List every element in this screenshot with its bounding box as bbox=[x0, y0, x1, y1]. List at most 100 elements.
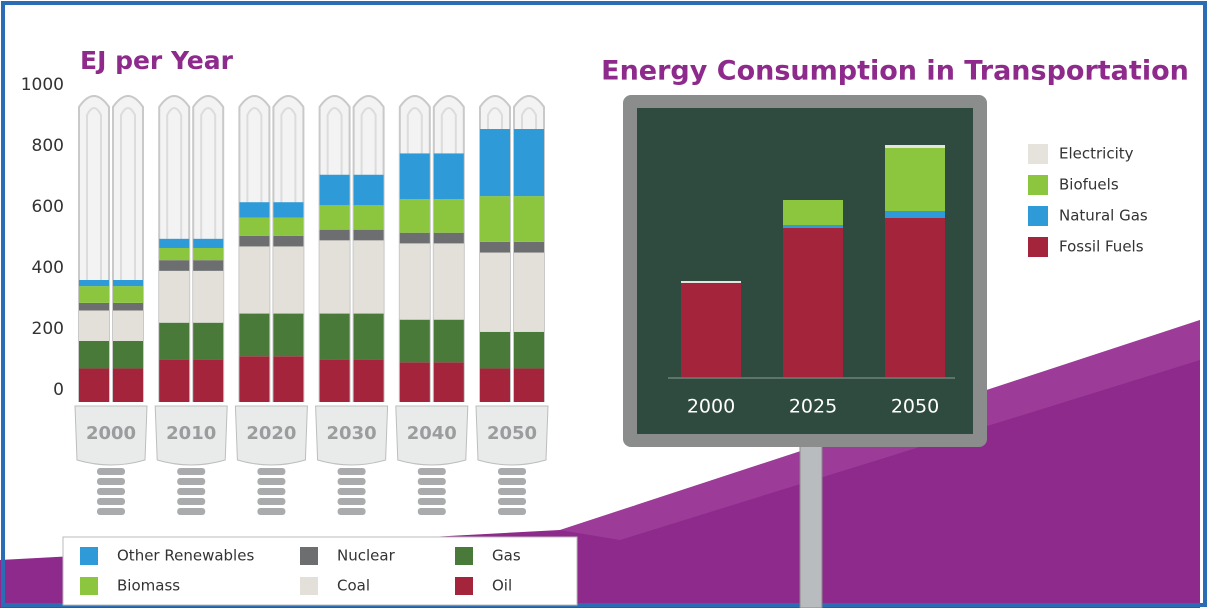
bar-segment bbox=[79, 368, 109, 402]
bulb-screw bbox=[498, 488, 526, 495]
bar-segment bbox=[480, 129, 510, 197]
x-tick-label: 2000 bbox=[86, 423, 136, 444]
legend-swatch bbox=[1028, 175, 1048, 195]
bar-segment bbox=[113, 341, 143, 369]
bar-segment bbox=[399, 319, 430, 363]
bar-segment bbox=[79, 310, 109, 341]
bulb-screw bbox=[337, 468, 366, 475]
x-tick-label: 2030 bbox=[327, 423, 377, 444]
bar-segment bbox=[353, 240, 384, 314]
bar-segment bbox=[319, 174, 350, 206]
bar-segment bbox=[79, 280, 109, 287]
bar-segment bbox=[885, 145, 945, 148]
bar-segment bbox=[783, 228, 843, 378]
bar-segment bbox=[193, 322, 224, 360]
bar-segment bbox=[480, 252, 510, 332]
bar-segment bbox=[273, 202, 304, 218]
legend-label: Biofuels bbox=[1059, 176, 1119, 194]
bar-segment bbox=[399, 199, 430, 233]
bulb-tube-inner bbox=[280, 107, 297, 402]
bulb-screw bbox=[257, 508, 286, 515]
bar-segment bbox=[353, 205, 384, 230]
bar-segment bbox=[239, 313, 270, 357]
bar-segment bbox=[514, 368, 544, 402]
legend-label: Other Renewables bbox=[117, 547, 254, 565]
x-tick-label: 2010 bbox=[166, 423, 216, 444]
bulb-screw bbox=[498, 508, 526, 515]
bulb-base bbox=[475, 405, 549, 466]
bulb-tube-inner bbox=[326, 107, 343, 402]
bar-segment bbox=[159, 238, 190, 248]
x-tick-label: 2020 bbox=[246, 423, 296, 444]
legend-swatch bbox=[1028, 144, 1048, 164]
bar-segment bbox=[885, 148, 945, 211]
bar-segment bbox=[239, 235, 270, 247]
legend-label: Coal bbox=[337, 577, 370, 595]
bar-segment bbox=[159, 260, 190, 271]
bar-segment bbox=[433, 243, 464, 320]
legend-box bbox=[62, 536, 578, 606]
bar-segment bbox=[113, 286, 143, 303]
bulb-screw bbox=[417, 508, 446, 515]
bar-segment bbox=[159, 270, 190, 323]
x-tick-label: 2000 bbox=[687, 396, 735, 418]
y-tick-label: 1000 bbox=[21, 75, 64, 95]
legend-swatch bbox=[300, 547, 318, 565]
bulb-screw bbox=[177, 478, 206, 485]
bar-segment bbox=[353, 313, 384, 360]
bar-segment bbox=[433, 319, 464, 363]
bulb-screw bbox=[257, 488, 286, 495]
bulb-tube-inner bbox=[487, 107, 503, 402]
bar-segment bbox=[433, 232, 464, 244]
bulb-tube-inner bbox=[200, 107, 217, 402]
bar-segment bbox=[319, 359, 350, 402]
bulb-screw bbox=[337, 508, 366, 515]
right-title: Energy Consumption in Transportation bbox=[601, 56, 1189, 87]
legend-swatch bbox=[1028, 206, 1048, 226]
bar-segment bbox=[433, 153, 464, 200]
bar-segment bbox=[885, 218, 945, 378]
legend-swatch bbox=[455, 547, 473, 565]
bulb-screw bbox=[257, 468, 286, 475]
bar-segment bbox=[113, 368, 143, 402]
legend-swatch bbox=[455, 577, 473, 595]
bar-segment bbox=[480, 241, 510, 253]
bar-segment bbox=[159, 359, 190, 402]
y-tick-label: 600 bbox=[32, 197, 64, 217]
legend-label: Electricity bbox=[1059, 145, 1134, 163]
bar-segment bbox=[885, 211, 945, 218]
x-tick-label: 2040 bbox=[407, 423, 457, 444]
bulb-base bbox=[154, 405, 228, 466]
bar-segment bbox=[399, 153, 430, 200]
legend-label: Biomass bbox=[117, 577, 180, 595]
bar-segment bbox=[514, 252, 544, 332]
bulb-screw bbox=[337, 478, 366, 485]
bulb-tube-inner bbox=[521, 107, 537, 402]
bulb-screw bbox=[257, 478, 286, 485]
bar-segment bbox=[79, 286, 109, 303]
bar-segment bbox=[514, 129, 544, 197]
bulb-screw bbox=[97, 468, 125, 475]
bulb-tube-inner bbox=[440, 107, 457, 402]
bulb-screw bbox=[177, 488, 206, 495]
legend-swatch bbox=[80, 577, 98, 595]
legend-swatch bbox=[300, 577, 318, 595]
bar-segment bbox=[113, 302, 143, 311]
bulb-screw bbox=[498, 468, 526, 475]
y-tick-label: 400 bbox=[32, 258, 64, 278]
right-chart: 2000 2025 2050 Fossil Fuels Natural Gas Biofu… bbox=[668, 144, 1148, 418]
bar-segment bbox=[273, 235, 304, 247]
bulb-screw bbox=[97, 488, 125, 495]
bar-segment bbox=[319, 313, 350, 360]
bar-segment bbox=[159, 322, 190, 360]
legend-swatch bbox=[80, 547, 98, 565]
y-tick-label: 200 bbox=[32, 319, 64, 339]
bulb-screw bbox=[97, 498, 125, 505]
x-tick-label: 2050 bbox=[891, 396, 939, 418]
bulb-screw bbox=[337, 488, 366, 495]
bar-segment bbox=[193, 247, 224, 261]
bulb-tube-inner bbox=[406, 107, 423, 402]
bar-segment bbox=[514, 331, 544, 369]
